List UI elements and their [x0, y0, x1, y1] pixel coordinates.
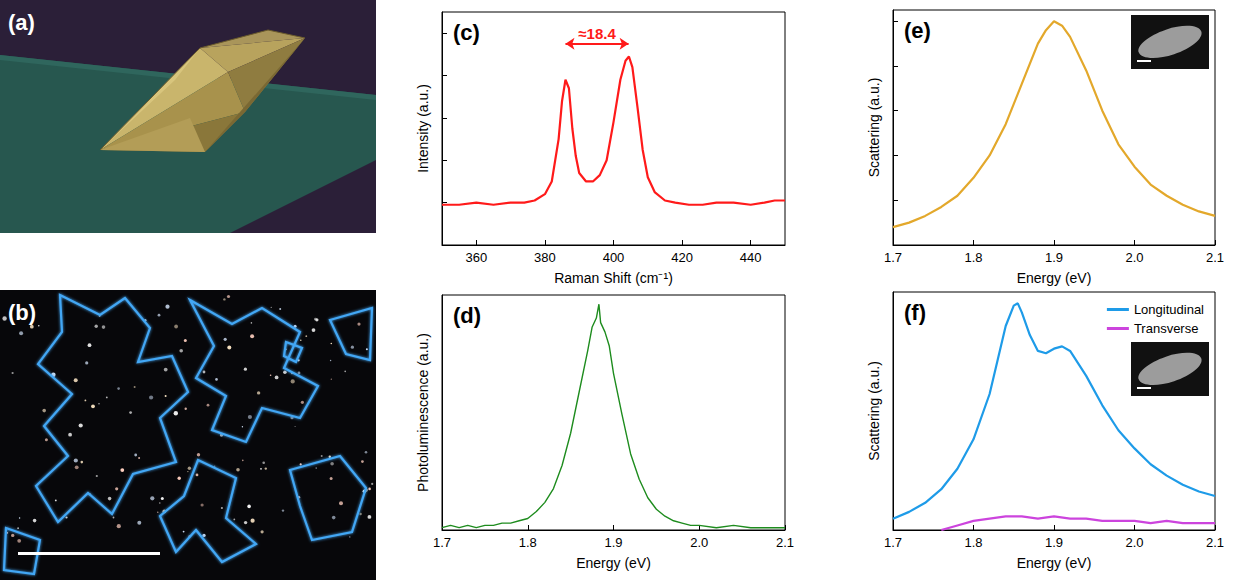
svg-text:1.8: 1.8: [519, 535, 537, 550]
svg-text:420: 420: [671, 250, 693, 265]
svg-text:2.1: 2.1: [1206, 250, 1224, 265]
svg-text:360: 360: [465, 250, 487, 265]
svg-text:380: 380: [534, 250, 556, 265]
svg-text:Energy (eV): Energy (eV): [1017, 555, 1092, 571]
svg-text:1.9: 1.9: [1045, 250, 1063, 265]
svg-text:Longitudinal: Longitudinal: [1134, 302, 1204, 317]
svg-text:Energy (eV): Energy (eV): [1017, 270, 1092, 286]
svg-text:1.8: 1.8: [964, 535, 982, 550]
svg-text:Photoluminescence (a.u.): Photoluminescence (a.u.): [415, 333, 431, 492]
svg-text:2.0: 2.0: [1125, 535, 1143, 550]
svg-text:(c): (c): [453, 20, 480, 45]
svg-text:2.0: 2.0: [1125, 250, 1143, 265]
svg-text:(d): (d): [453, 303, 481, 328]
svg-text:1.7: 1.7: [433, 535, 451, 550]
svg-text:440: 440: [740, 250, 762, 265]
svg-text:Transverse: Transverse: [1134, 321, 1199, 336]
svg-text:1.7: 1.7: [884, 535, 902, 550]
svg-text:400: 400: [603, 250, 625, 265]
svg-text:(e): (e): [904, 18, 931, 43]
svg-text:Energy (eV): Energy (eV): [576, 555, 651, 571]
svg-text:2.1: 2.1: [1206, 535, 1224, 550]
svg-text:(b): (b): [8, 300, 36, 325]
svg-text:2.1: 2.1: [776, 535, 794, 550]
svg-text:Scattering (a.u.): Scattering (a.u.): [866, 361, 882, 461]
svg-text:1.9: 1.9: [604, 535, 622, 550]
svg-text:2.0: 2.0: [690, 535, 708, 550]
svg-text:Scattering (a.u.): Scattering (a.u.): [866, 78, 882, 178]
svg-text:Intensity (a.u.): Intensity (a.u.): [415, 84, 431, 173]
svg-text:Raman Shift (cm⁻¹): Raman Shift (cm⁻¹): [554, 270, 673, 286]
svg-text:(f): (f): [904, 300, 926, 325]
svg-text:1.9: 1.9: [1045, 535, 1063, 550]
svg-text:1.8: 1.8: [964, 250, 982, 265]
svg-text:(a): (a): [8, 10, 35, 35]
svg-text:1.7: 1.7: [884, 250, 902, 265]
svg-text:≈18.4: ≈18.4: [578, 25, 616, 42]
